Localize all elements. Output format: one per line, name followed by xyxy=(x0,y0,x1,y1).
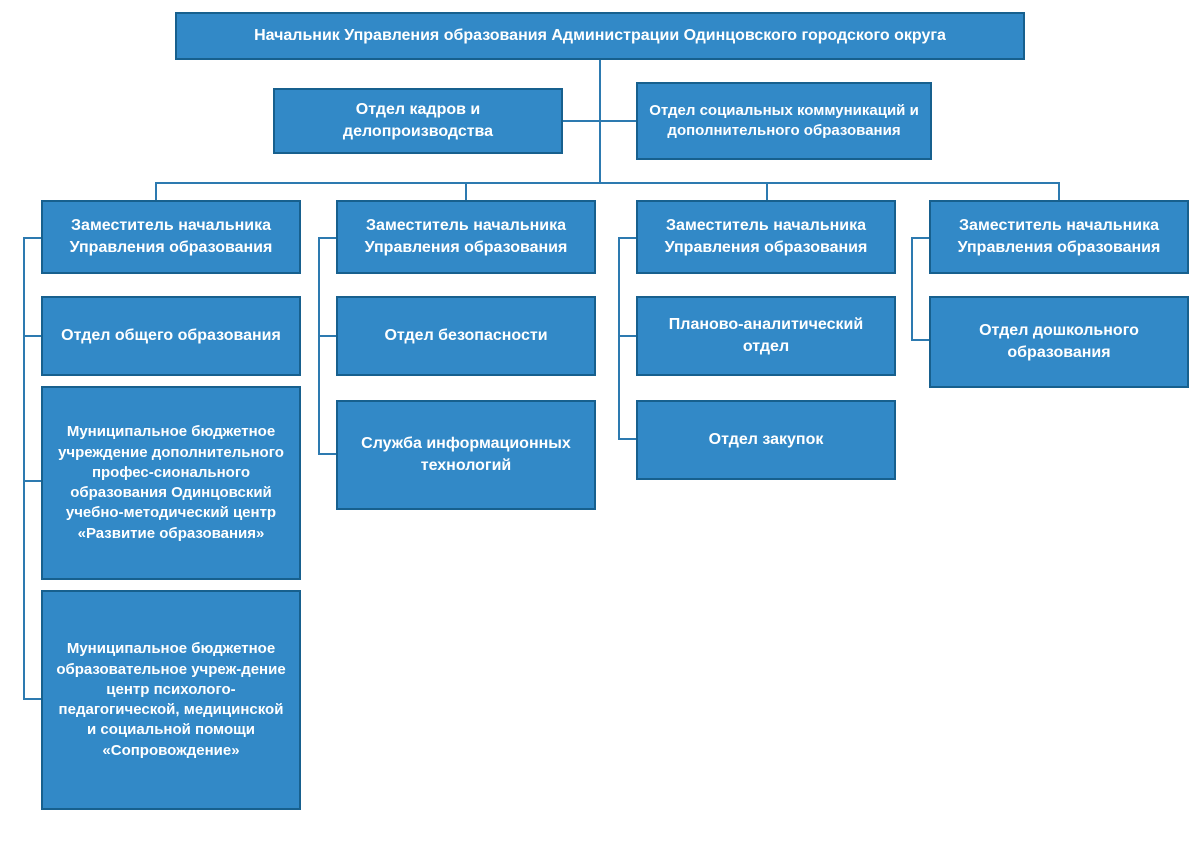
edge xyxy=(318,237,320,455)
node-dep1: Заместитель начальника Управления образо… xyxy=(41,200,301,274)
edge xyxy=(23,480,41,482)
edge xyxy=(318,237,336,239)
edge xyxy=(465,182,467,200)
edge xyxy=(155,182,1060,184)
edge xyxy=(618,237,620,440)
node-mbu_obr: Муниципальное бюджетное учреждение допол… xyxy=(41,386,301,580)
edge xyxy=(23,237,41,239)
edge xyxy=(1058,182,1060,200)
node-safety: Отдел безопасности xyxy=(336,296,596,376)
node-dep2: Заместитель начальника Управления образо… xyxy=(336,200,596,274)
node-mbu_center: Муниципальное бюджетное образовательное … xyxy=(41,590,301,810)
edge xyxy=(318,453,336,455)
node-planning: Планово-аналитический отдел xyxy=(636,296,896,376)
node-hr: Отдел кадров и делопроизводства xyxy=(273,88,563,154)
node-procurement: Отдел закупок xyxy=(636,400,896,480)
edge xyxy=(318,335,336,337)
edge xyxy=(618,335,636,337)
edge xyxy=(155,182,157,200)
edge xyxy=(618,438,636,440)
node-it: Служба информационных технологий xyxy=(336,400,596,510)
node-root: Начальник Управления образования Админис… xyxy=(175,12,1025,60)
node-dep4: Заместитель начальника Управления образо… xyxy=(929,200,1189,274)
edge xyxy=(766,182,768,200)
edge xyxy=(23,698,41,700)
edge xyxy=(911,237,929,239)
node-general_edu: Отдел общего образования xyxy=(41,296,301,376)
edge xyxy=(23,335,41,337)
edge xyxy=(618,237,636,239)
edge xyxy=(911,339,929,341)
node-social: Отдел социальных коммуникаций и дополнит… xyxy=(636,82,932,160)
node-preschool: Отдел дошкольного образования xyxy=(929,296,1189,388)
edge xyxy=(23,237,25,700)
edge xyxy=(911,237,913,341)
node-dep3: Заместитель начальника Управления образо… xyxy=(636,200,896,274)
edge xyxy=(563,120,636,122)
